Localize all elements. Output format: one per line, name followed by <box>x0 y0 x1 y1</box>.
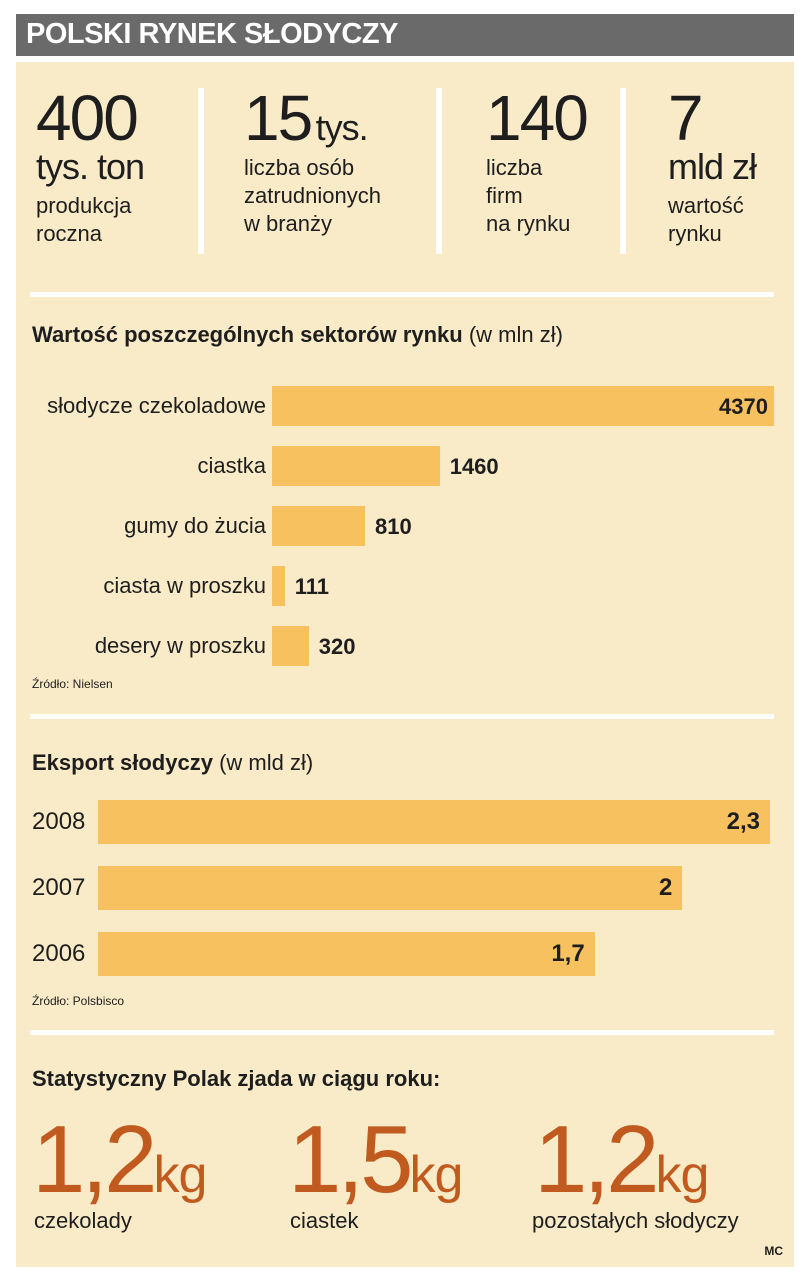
consumption-chocolate-amount: 1,2kg <box>32 1106 207 1213</box>
stat-employment-unit: tys. <box>315 107 369 148</box>
author-credit: MC <box>764 1244 783 1258</box>
stat-production-unit: tys. ton <box>36 146 145 187</box>
stat-separator <box>620 88 626 254</box>
stat-firms: 140 liczba firm na rynku <box>486 86 589 238</box>
content-panel <box>16 62 794 1267</box>
stat-employment-desc: liczba osób zatrudnionych w branży <box>244 155 381 236</box>
sector-bar <box>272 566 285 606</box>
stat-separator <box>198 88 204 254</box>
sectors-chart-title-text: Wartość poszczególnych sektorów rynku <box>32 322 463 347</box>
sector-bar <box>272 626 309 666</box>
sector-value-label: 320 <box>318 634 356 659</box>
sector-value-label: 810 <box>375 514 412 539</box>
stat-production-desc: produkcja roczna <box>36 193 132 246</box>
stat-production-value: 400 <box>36 82 139 154</box>
page-title: POLSKI RYNEK SŁODYCZY <box>26 18 398 50</box>
sectors-chart-title: Wartość poszczególnych sektorów rynku (w… <box>32 322 563 348</box>
consumption-title: Statystyczny Polak zjada w ciągu roku: <box>32 1066 441 1091</box>
sector-category-label: gumy do żucia <box>124 513 266 538</box>
section-divider <box>30 1030 774 1035</box>
export-source: Źródło: Polsbisco <box>32 994 125 1008</box>
export-bar <box>98 866 683 910</box>
header-bar: POLSKI RYNEK SŁODYCZY <box>16 14 794 56</box>
sector-value-label: 111 <box>294 574 330 599</box>
stat-production: 400 tys. ton produkcja roczna <box>36 86 145 248</box>
sector-bar <box>272 506 366 546</box>
sector-category-label: desery w proszku <box>94 633 266 658</box>
stat-employment-value: 15 <box>244 82 313 154</box>
sector-bar <box>272 446 440 486</box>
consumption-chocolate-label: czekolady <box>34 1208 132 1233</box>
section-divider <box>30 292 774 297</box>
export-value-label: 2 <box>659 874 673 901</box>
stat-employment: 15 tys. liczba osób zatrudnionych w branży <box>244 86 381 238</box>
section-divider <box>30 714 774 719</box>
stat-firms-desc: liczba firm na rynku <box>486 155 571 236</box>
stat-firms-value: 140 <box>486 82 589 154</box>
sectors-chart-unit: (w mln zł) <box>468 322 563 347</box>
consumption-cookies-label: ciastek <box>290 1208 359 1233</box>
stat-market-value-value: 7 <box>668 82 704 154</box>
stat-separator <box>436 88 442 254</box>
consumption-cookies-amount: 1,5kg <box>288 1106 463 1213</box>
export-value-label: 2,3 <box>726 808 760 835</box>
stat-market-value-unit: mld zł <box>668 146 757 187</box>
export-chart-title: Eksport słodyczy (w mld zł) <box>32 750 313 776</box>
stat-market-value: 7 mld zł wartość rynku <box>668 86 757 248</box>
export-value-label: 1,7 <box>551 940 585 967</box>
sector-value-label: 4370 <box>719 394 768 419</box>
sector-category-label: słodycze czekoladowe <box>47 393 266 418</box>
consumption-other-amount: 1,2kg <box>534 1106 709 1213</box>
sectors-source: Źródło: Nielsen <box>32 677 113 691</box>
sector-category-label: ciastka <box>197 453 266 478</box>
export-year-label: 2007 <box>32 874 86 901</box>
sector-category-label: ciasta w proszku <box>103 573 266 598</box>
consumption-other-label: pozostałych słodyczy <box>532 1208 739 1233</box>
export-year-label: 2006 <box>32 940 86 967</box>
export-chart-title-text: Eksport słodyczy <box>32 750 213 775</box>
sector-bar <box>272 386 774 426</box>
stat-market-value-desc: wartość rynku <box>668 193 744 246</box>
sector-value-label: 1460 <box>449 454 499 479</box>
export-year-label: 2008 <box>32 808 86 835</box>
export-bar <box>98 932 595 976</box>
export-bar <box>98 800 770 844</box>
export-chart-unit: (w mld zł) <box>219 750 314 775</box>
